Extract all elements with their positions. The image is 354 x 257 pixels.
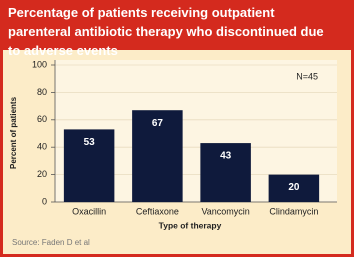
y-axis-label: Percent of patients bbox=[9, 96, 18, 169]
y-tick-label: 20 bbox=[37, 169, 47, 179]
x-tick-label: Ceftiaxone bbox=[136, 206, 179, 216]
chart-title: Percentage of patients receiving outpati… bbox=[8, 5, 324, 58]
bar bbox=[63, 129, 115, 202]
value-label: 20 bbox=[288, 182, 300, 193]
y-tick-label: 60 bbox=[37, 114, 47, 124]
x-axis-label: Type of therapy bbox=[159, 220, 222, 230]
value-label: 53 bbox=[84, 137, 96, 148]
y-tick-label: 0 bbox=[42, 196, 47, 206]
x-tick-label: Clindamycin bbox=[269, 206, 318, 216]
bar bbox=[132, 110, 183, 202]
y-tick-label: 40 bbox=[37, 142, 47, 152]
source: Source: Faden D et al bbox=[12, 238, 90, 247]
annotation: N=45 bbox=[296, 71, 318, 81]
bar bbox=[268, 174, 320, 202]
bar bbox=[200, 143, 251, 202]
y-tick-label: 100 bbox=[32, 59, 47, 69]
x-tick-label: Oxacillin bbox=[72, 206, 106, 216]
value-label: 43 bbox=[220, 151, 232, 162]
value-label: 67 bbox=[152, 118, 164, 129]
y-tick-label: 80 bbox=[37, 87, 47, 97]
x-tick-label: Vancomycin bbox=[201, 206, 249, 216]
